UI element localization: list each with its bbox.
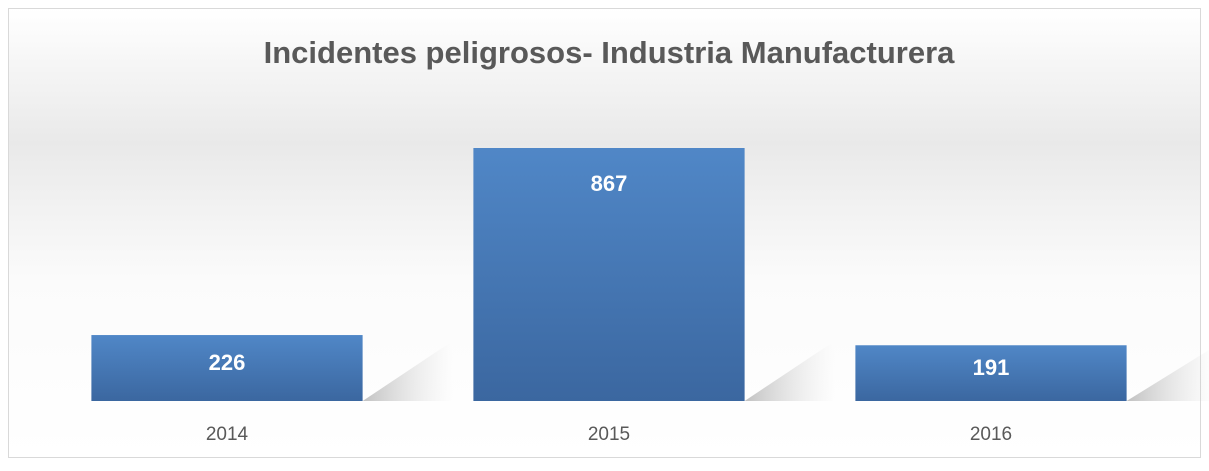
data-label: 191	[973, 355, 1010, 380]
bar	[855, 345, 1127, 401]
data-label: 867	[591, 171, 628, 196]
bar-shadow	[744, 341, 835, 401]
x-tick-label: 2015	[588, 424, 630, 445]
x-tick-label: 2016	[970, 424, 1012, 445]
bar	[91, 335, 363, 401]
bar	[473, 148, 745, 401]
bar-shadow	[362, 341, 453, 401]
x-tick-label: 2014	[206, 424, 249, 445]
bar-shadow	[1126, 349, 1209, 401]
data-label: 226	[209, 350, 246, 375]
chart-title: Incidentes peligrosos- Industria Manufac…	[264, 35, 956, 70]
